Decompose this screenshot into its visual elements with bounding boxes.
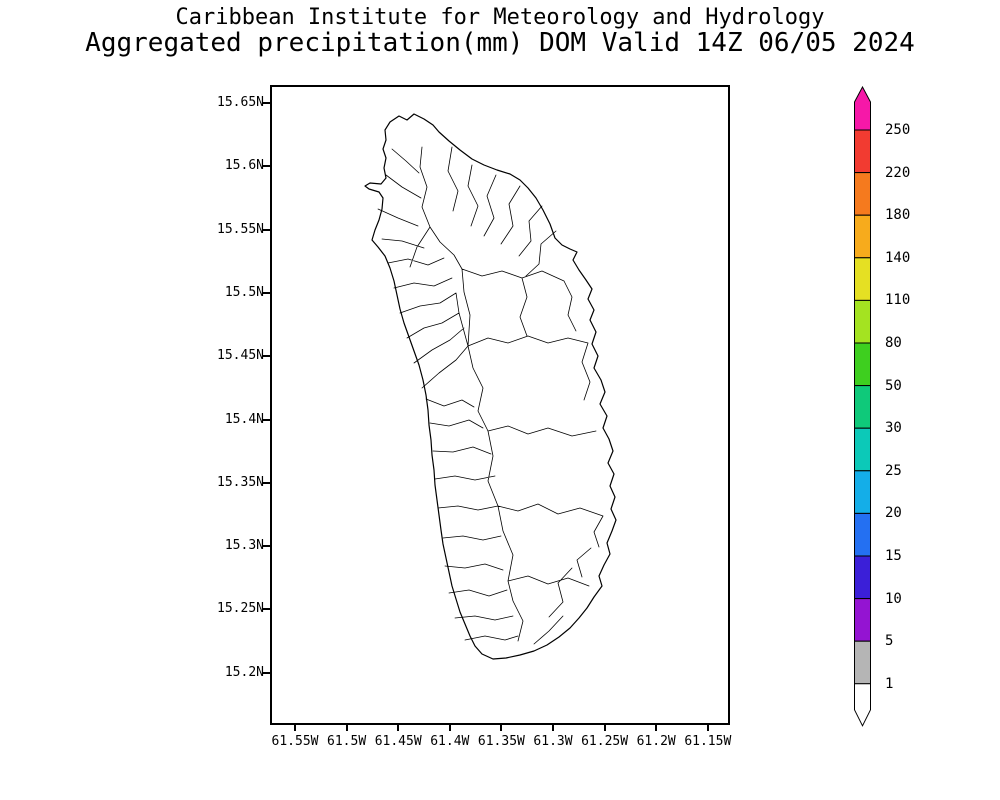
lon-tick-mark [500,723,503,731]
lat-tick-label: 15.3N [224,538,264,554]
lat-tick-label: 15.25N [217,601,264,617]
colorbar-segment [854,385,871,429]
lon-tick-label: 61.55W [271,734,319,749]
colorbar-segment [854,598,871,642]
map-plot-area: 15.65N 15.6N 15.55N 15.5N 15.45N 15.4N 15.35N 1… [217,85,731,749]
lat-tick-mark [263,671,271,674]
colorbar-level-label: 1 [885,675,894,692]
lon-tick-label: 61.35W [477,734,525,749]
colorbar-segment [854,555,871,600]
lat-tick-label: 15.6N [224,158,264,174]
lat-tick-mark [263,102,271,104]
page-title-product: Aggregated precipitation(mm) DOM Valid 1… [85,28,915,58]
colorbar-level-label: 5 [885,633,894,650]
lon-tick-label: 61.5W [327,734,367,749]
colorbar-level-label: 15 [885,548,902,564]
colorbar-level-label: 140 [885,249,911,266]
lon-tick-label: 61.2W [636,734,676,749]
lon-tick-mark [448,723,451,731]
colorbar-level-label: 25 [885,462,902,479]
precipitation-colorbar: 250 220 180 140 110 80 50 30 25 20 15 10 5 1 [853,86,963,741]
dominica-island-map [364,113,617,660]
colorbar-segment [854,640,871,685]
colorbar-level-label: 30 [885,420,902,437]
lat-tick-mark [263,481,271,484]
lat-tick-label: 15.65N [217,95,264,110]
colorbar-level-label: 20 [885,505,902,522]
colorbar-level-label: 10 [885,590,902,607]
lon-tick-label: 61.3W [533,734,573,749]
colorbar-level-label: 80 [885,335,902,351]
colorbar-level-label: 180 [885,207,911,224]
colorbar-level-label: 220 [885,164,911,181]
lat-tick-mark [263,355,271,358]
colorbar-segment [854,214,871,259]
colorbar-segment [854,427,871,472]
colorbar-segment [854,299,871,344]
colorbar-segment [854,129,871,174]
lon-tick-mark [294,723,296,731]
colorbar-segment [854,342,871,387]
lon-tick-mark [397,723,400,731]
colorbar-bottom-arrow [854,683,871,727]
lon-tick-mark [655,723,658,731]
lon-tick-mark [603,723,606,731]
lon-tick-label: 61.4W [430,734,470,749]
colorbar-top-arrow [854,86,871,131]
lat-tick-label: 15.5N [224,284,264,300]
colorbar-segment [854,257,871,301]
lat-tick-label: 15.2N [224,664,264,680]
lon-tick-mark [552,723,554,731]
dominica-coastline [364,113,617,660]
lat-tick-label: 15.4N [224,411,264,427]
lon-tick-mark [345,723,348,731]
lat-tick-label: 15.45N [217,348,264,364]
colorbar-level-label: 250 [885,122,911,138]
lat-tick-mark [263,418,271,421]
lat-tick-mark [263,228,271,231]
lon-tick-label: 61.25W [581,734,629,749]
lon-tick-label: 61.15W [684,734,732,749]
colorbar-level-label: 50 [885,377,902,394]
page-title-organization: Caribbean Institute for Meteorology and … [175,5,825,30]
colorbar-segment [854,172,871,216]
colorbar-segment [854,512,871,557]
lon-tick-mark [706,723,709,731]
colorbar-level-label: 110 [885,292,911,309]
colorbar-segment [854,470,871,514]
lat-tick-mark [263,545,271,548]
lat-tick-mark [263,165,271,168]
lat-tick-mark [263,608,271,611]
lat-tick-label: 15.35N [217,474,264,490]
lat-tick-label: 15.55N [217,221,264,237]
lat-tick-mark [263,291,271,294]
watershed-boundary-lines [377,146,604,645]
lon-tick-label: 61.45W [374,734,422,749]
colorbar-scale-graphic [854,86,871,727]
